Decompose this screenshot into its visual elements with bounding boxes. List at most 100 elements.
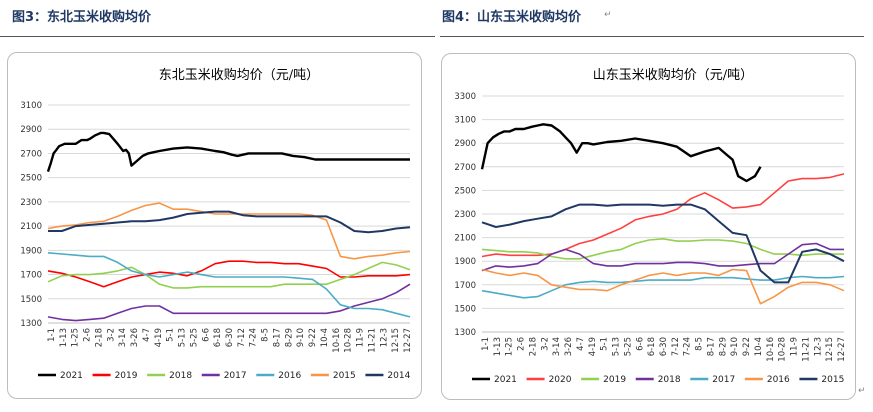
x-tick-label: 6-18	[647, 337, 657, 356]
x-tick-label: 10-4	[320, 328, 330, 347]
y-tick-label: 2300	[454, 210, 476, 220]
x-tick-label: 6-6	[635, 337, 645, 351]
y-tick-label: 2100	[20, 222, 42, 232]
figure-4-caption: 图4：山东玉米收购均价	[442, 10, 582, 25]
series-line-2018	[481, 242, 844, 272]
x-tick-label: 10-28	[344, 328, 354, 353]
legend-label: 2015	[333, 371, 356, 381]
y-tick-label: 2900	[20, 125, 42, 135]
series-line-2017	[481, 275, 845, 299]
legend-label: 2017	[224, 371, 247, 381]
x-tick-label: 1-13	[493, 337, 503, 356]
x-tick-label: 5-13	[178, 328, 188, 347]
y-tick-label: 3300	[454, 92, 476, 102]
x-tick-label: 3-26	[564, 337, 574, 356]
x-tick-label: 1-25	[71, 328, 81, 347]
y-tick-label: 2500	[20, 174, 42, 184]
x-tick-label: 5-25	[623, 337, 633, 356]
legend-item-2021: 2021	[472, 375, 517, 385]
x-tick-label: 5-13	[612, 337, 622, 356]
legend-item-2019: 2019	[92, 371, 138, 381]
series-line-2020	[481, 173, 845, 258]
legend-label: 2017	[712, 375, 735, 385]
y-tick-label: 2300	[20, 198, 42, 208]
legend-label: 2019	[115, 371, 138, 381]
x-tick-label: 3-14	[118, 328, 128, 347]
x-tick-label: 8-17	[706, 337, 716, 356]
y-tick-label: 1700	[454, 281, 476, 291]
northeast-corn-price-chart: 东北玉米收购均价（元/吨） 1300 1500 1700 1900 2100 2300 250…	[20, 67, 413, 381]
legend-label: 2016	[767, 375, 790, 385]
y-tick-label: 2900	[454, 139, 476, 149]
x-tick-label: 8-29	[718, 337, 728, 356]
x-tick-label: 4-19	[154, 328, 164, 347]
x-tick-label: 9-10	[296, 328, 306, 347]
x-tick-label: 6-18	[213, 328, 223, 347]
x-tick-label: 12-27	[403, 328, 413, 353]
series-line-2015	[47, 202, 411, 260]
y-tick-label: 1700	[20, 271, 42, 281]
y-tick-label: 1300	[20, 319, 42, 329]
shandong-corn-price-chart: 山东玉米收购均价（元/吨） 1300 1500 1700 1900 2100 2300 250…	[454, 67, 847, 385]
chart-title: 山东玉米收购均价（元/吨）	[593, 67, 753, 83]
x-tick-label: 6-30	[225, 328, 235, 347]
series-line-2016	[47, 252, 411, 318]
x-tick-label: 2-6	[83, 328, 93, 342]
y-tick-label: 2100	[454, 234, 476, 244]
x-tick-label: 7-12	[237, 328, 247, 347]
legend-label: 2018	[169, 371, 192, 381]
x-tick-label: 12-27	[837, 337, 847, 362]
x-tick-label: 3-2	[106, 328, 116, 342]
legend-label: 2020	[549, 375, 572, 385]
header-rule	[440, 36, 864, 37]
series-line-2014	[48, 210, 411, 234]
legend-item-2021: 2021	[38, 371, 83, 381]
x-tick-label: 1-1	[481, 337, 491, 351]
x-tick-label: 1-25	[505, 337, 515, 356]
y-tick-label: 1300	[454, 328, 476, 338]
chart-title: 东北玉米收购均价（元/吨）	[159, 67, 319, 83]
x-tick-label: 12-3	[379, 328, 389, 347]
legend-label: 2014	[387, 371, 410, 381]
x-tick-label: 10-16	[766, 337, 776, 362]
legend-label: 2021	[60, 371, 83, 381]
x-tick-label: 5-1	[600, 337, 610, 351]
legend-item-2016: 2016	[256, 371, 301, 381]
x-tick-label: 1-1	[47, 328, 57, 342]
x-tick-label: 12-15	[391, 328, 401, 353]
y-tick-label: 2500	[454, 186, 476, 196]
x-tick-label: 11-21	[801, 337, 811, 362]
x-tick-label: 12-3	[813, 337, 823, 356]
y-tick-label: 1500	[454, 304, 476, 314]
legend-label: 2015	[821, 375, 844, 385]
y-tick-label: 2700	[20, 149, 42, 159]
x-tick-label: 2-6	[517, 337, 527, 351]
x-tick-label: 10-16	[332, 328, 342, 353]
legend-item-2020: 2020	[526, 375, 572, 385]
legend-label: 2016	[278, 371, 301, 381]
y-tick-label: 2700	[454, 163, 476, 173]
header-rule	[0, 36, 435, 37]
y-tick-label: 1900	[454, 257, 476, 267]
x-tick-label: 6-30	[659, 337, 669, 356]
x-tick-label: 5-25	[189, 328, 199, 347]
x-tick-label: 3-2	[540, 337, 550, 351]
series-line-2021	[46, 131, 410, 172]
x-tick-label: 5-1	[166, 328, 176, 342]
legend-item-2016: 2016	[744, 375, 790, 385]
x-tick-label: 3-26	[130, 328, 140, 347]
legend-item-2014: 2014	[365, 371, 411, 381]
series-line-2017	[47, 283, 411, 322]
x-tick-label: 11-9	[356, 328, 366, 347]
x-tick-label: 9-22	[308, 328, 318, 347]
x-tick-label: 4-7	[142, 328, 152, 342]
x-tick-label: 11-21	[367, 328, 377, 353]
x-tick-label: 3-14	[552, 337, 562, 356]
x-tick-label: 2-18	[528, 337, 538, 356]
x-tick-label: 4-7	[576, 337, 586, 351]
legend-item-2015: 2015	[799, 375, 844, 385]
y-tick-label: 3100	[454, 116, 476, 126]
legend-item-2015: 2015	[310, 371, 356, 381]
x-tick-label: 10-28	[778, 337, 788, 362]
y-tick-label: 3100	[20, 101, 42, 111]
